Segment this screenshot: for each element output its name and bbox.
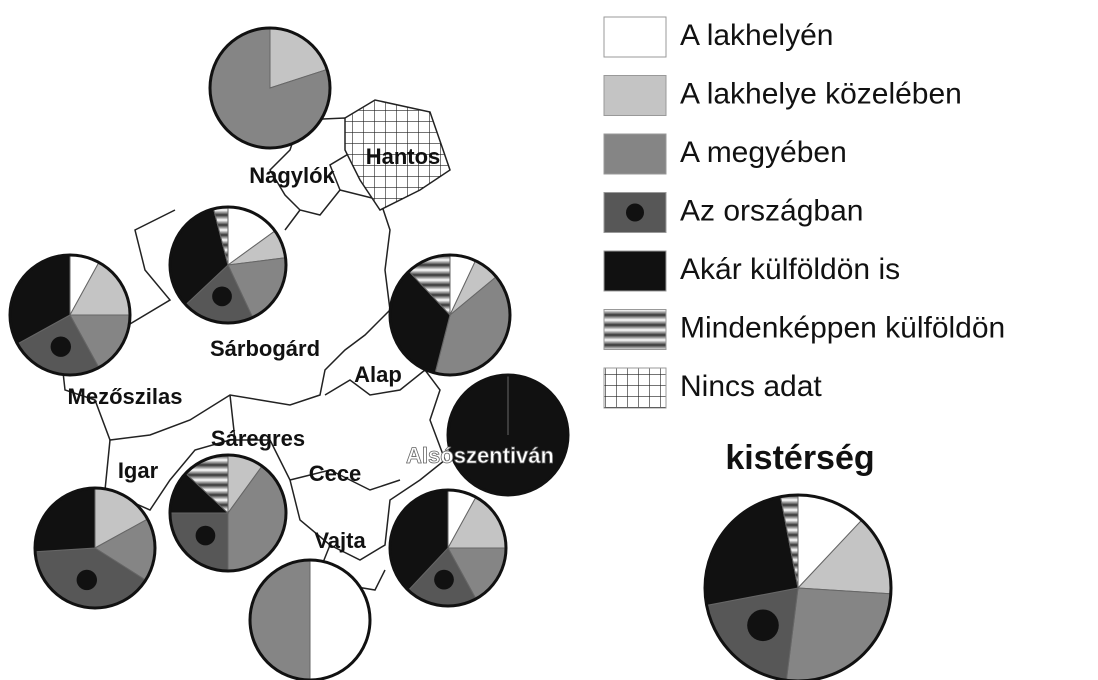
legend-label: A lakhelye közelében <box>680 77 962 110</box>
settlement-label: Sáregres <box>211 426 305 451</box>
settlement-label: Mezőszilas <box>68 384 183 409</box>
settlement-label: Sárbogárd <box>210 336 320 361</box>
pie-slice <box>785 587 892 680</box>
legend-swatch <box>603 133 667 175</box>
pie-outline <box>388 253 512 377</box>
settlement-label: Cece <box>309 461 362 486</box>
country-dot <box>76 569 97 591</box>
settlement-label: Alsószentiván <box>406 443 554 468</box>
pie-outline <box>248 558 372 680</box>
legend-label: Nincs adat <box>680 370 822 403</box>
legend-swatch <box>603 250 667 292</box>
legend-swatch <box>603 16 667 58</box>
legend-swatch <box>603 75 667 116</box>
country-dot <box>50 336 71 357</box>
pie-slice <box>309 559 371 680</box>
legend-dot <box>626 203 644 222</box>
country-dot <box>747 609 779 642</box>
no-data-label: Hantos <box>366 144 441 169</box>
settlement-label: Alap <box>354 362 402 387</box>
country-dot <box>195 525 216 546</box>
settlement-label: Vajta <box>314 528 366 553</box>
pie-outline <box>8 253 132 377</box>
legend-swatch <box>603 367 667 409</box>
legend-label: Az országban <box>680 194 863 227</box>
pie-outline <box>33 486 157 610</box>
pie-outline <box>208 26 332 150</box>
pie-outline <box>446 373 570 497</box>
pie-outline <box>168 453 288 573</box>
pie-outline <box>168 205 288 325</box>
legend-label: A lakhelyén <box>680 19 833 52</box>
legend-label: Mindenképpen külföldön <box>680 311 1005 344</box>
no-data-region <box>344 99 451 211</box>
settlement-label: Nagylók <box>249 163 335 188</box>
legend-label: Akár külföldön is <box>680 253 900 286</box>
pie-outline <box>388 488 508 608</box>
country-dot <box>434 569 454 590</box>
pie-slice <box>249 559 311 680</box>
pie-outline <box>703 493 893 680</box>
country-dot <box>212 286 232 307</box>
settlement-label: Igar <box>118 458 159 483</box>
summary-title: kistérség <box>725 439 874 477</box>
legend-swatch <box>603 309 667 350</box>
legend-label: A megyében <box>680 136 847 169</box>
